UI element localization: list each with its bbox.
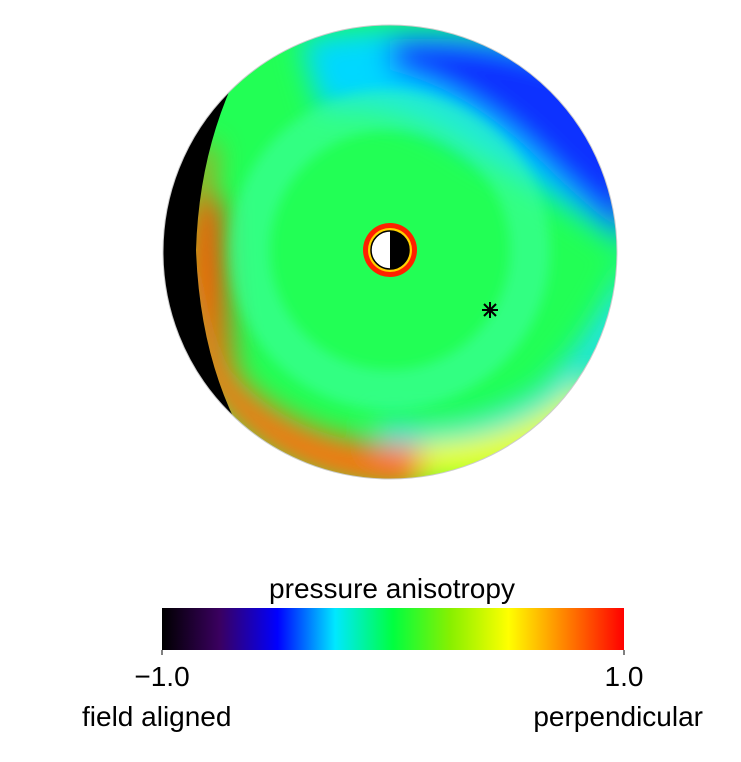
- colorbar-title: pressure anisotropy: [269, 573, 515, 604]
- earth-night: [390, 231, 409, 269]
- colorbar: [162, 608, 624, 650]
- tick-label: −1.0: [134, 661, 189, 692]
- tick-label: 1.0: [605, 661, 644, 692]
- low-label: field aligned: [82, 701, 231, 732]
- disk-border: [162, 24, 618, 480]
- high-label: perpendicular: [533, 701, 703, 732]
- marker: [482, 302, 498, 318]
